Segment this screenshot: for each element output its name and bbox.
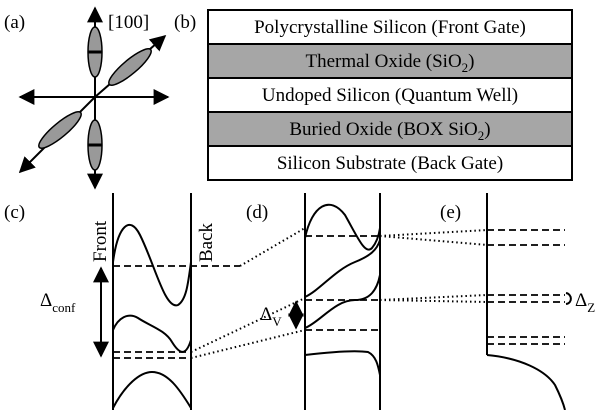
gap-symbol: Δ — [260, 304, 272, 325]
panel-label: (b) — [174, 12, 196, 33]
layer-label: Thermal Oxide (SiO2) — [305, 51, 474, 75]
gap-subscript: conf — [52, 300, 76, 315]
gap-symbol: Δ — [575, 290, 587, 311]
figure: (a) [100] (b) Polycrystalline Silicon (F… — [0, 0, 616, 410]
panel-label: (d) — [246, 202, 268, 223]
layer-stack: Polycrystalline Silicon (Front Gate) Ther… — [208, 10, 572, 180]
valley-diagram — [20, 8, 168, 188]
band-diagram-e — [487, 193, 571, 410]
front-label: Front — [90, 220, 111, 262]
gap-label: ΔV — [260, 304, 282, 329]
layer-text: Thermal Oxide (SiO — [305, 51, 461, 72]
layer-label: Undoped Silicon (Quantum Well) — [262, 85, 518, 106]
layer-text: Undoped Silicon (Quantum Well) — [262, 85, 518, 106]
layer-tail: ) — [484, 119, 490, 140]
panel-label: (a) — [4, 12, 25, 33]
connectors — [191, 228, 487, 358]
back-label: Back — [196, 222, 217, 262]
layer-text: Buried Oxide (BOX SiO — [289, 119, 477, 140]
panel-label: (e) — [440, 202, 461, 223]
panel-label: (c) — [4, 202, 25, 223]
gap-label: Δconf — [40, 290, 76, 315]
direction-label: [100] — [108, 12, 149, 33]
gap-symbol: Δ — [40, 290, 52, 311]
layer-label: Buried Oxide (BOX SiO2) — [289, 119, 490, 143]
gap-subscript: Z — [587, 300, 595, 315]
gap-subscript: V — [272, 314, 282, 329]
layer-text: Polycrystalline Silicon (Front Gate) — [254, 17, 526, 38]
layer-text: Silicon Substrate (Back Gate) — [277, 153, 503, 174]
band-diagram-c — [101, 193, 240, 410]
layer-label: Polycrystalline Silicon (Front Gate) — [254, 17, 526, 38]
layer-label: Silicon Substrate (Back Gate) — [277, 153, 503, 174]
layer-tail: ) — [468, 51, 474, 72]
band-diagram-d — [296, 193, 380, 410]
gap-label: ΔZ — [575, 290, 595, 315]
